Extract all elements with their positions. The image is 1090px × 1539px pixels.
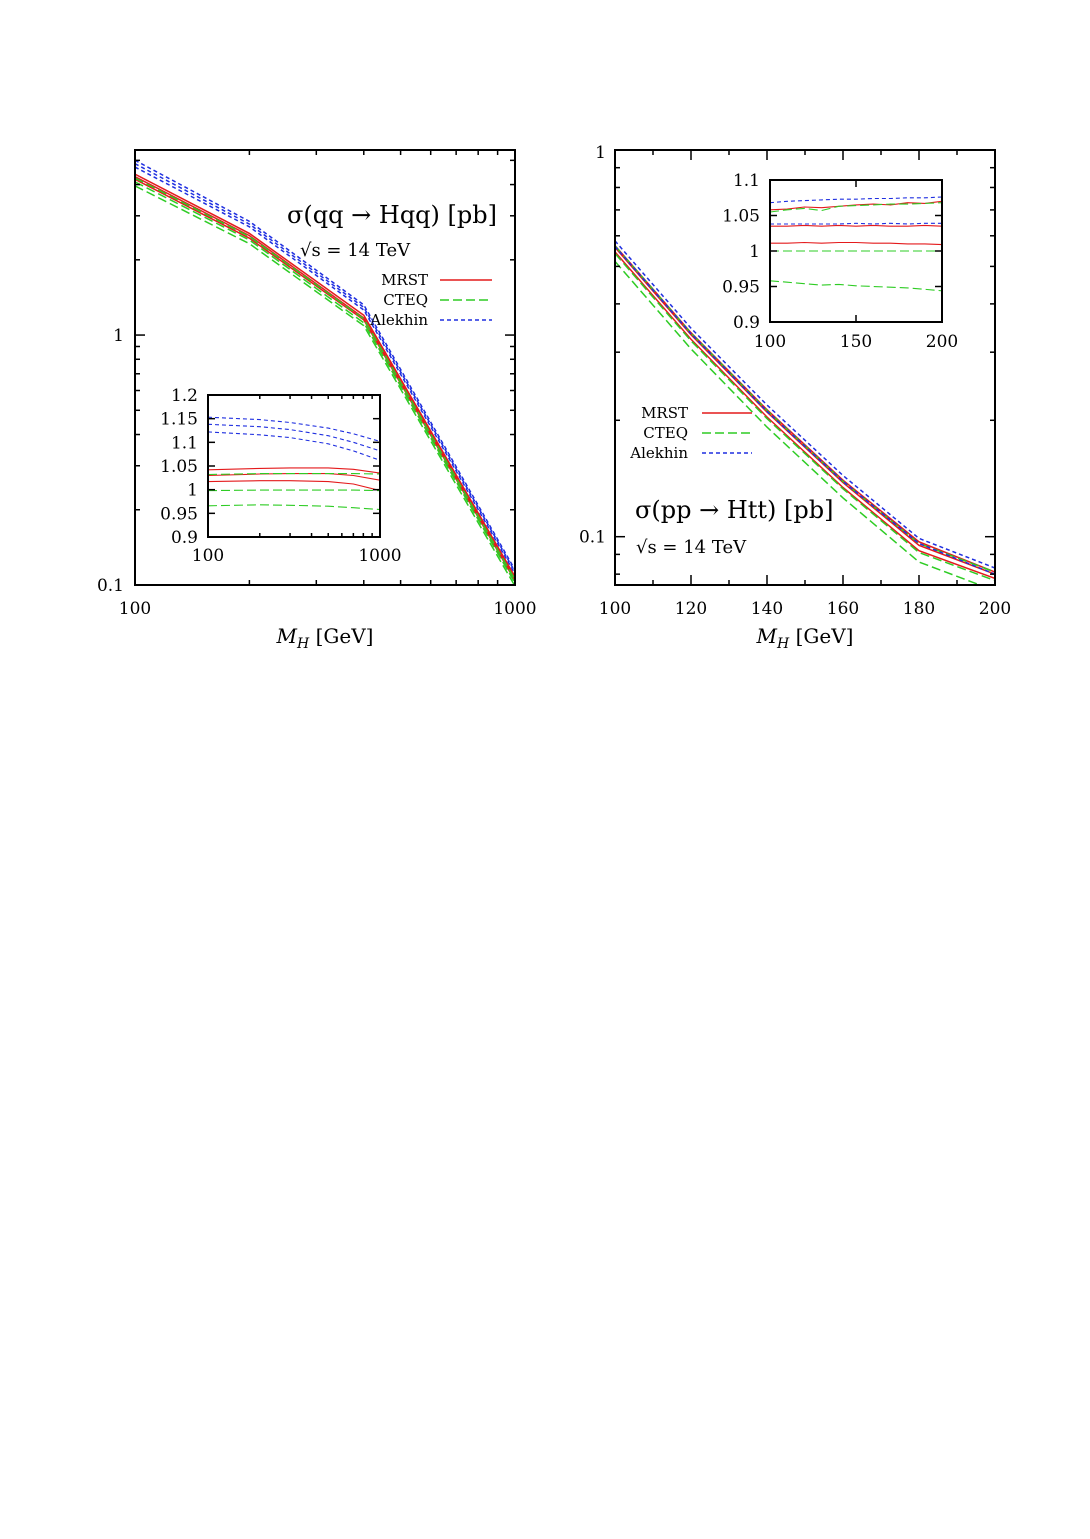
right-xtick-label-160: 160 <box>827 599 859 619</box>
left-inset-ytick-label: 0.95 <box>160 504 198 524</box>
left-inset-xtick-label-1000: 1000 <box>358 546 401 566</box>
right-inset-series-alekhin-0 <box>770 196 942 204</box>
right-inset-series-cteq-2 <box>770 202 942 213</box>
left-inset-ytick-label: 1 <box>187 481 198 501</box>
left-inset-series-cteq-8 <box>208 504 380 511</box>
right-inset-series <box>770 196 942 292</box>
left-inset-series-alekhin-1 <box>208 423 380 452</box>
legend-label-cteq: CTEQ <box>383 291 428 309</box>
right-inset-ytick-label: 1.1 <box>733 171 760 191</box>
left-main-series-alekhin-8 <box>135 166 515 575</box>
right-main-series-alekhin-6 <box>615 240 995 569</box>
left-inset-series-mrst-5 <box>208 480 380 492</box>
right-inset-ytick-label: 1 <box>749 242 760 262</box>
left-main-series-alekhin-6 <box>135 159 515 571</box>
left-inset-ytick-label: 1.2 <box>171 386 198 406</box>
right-xtick-label-120: 120 <box>675 599 707 619</box>
legend-label-alekhin: Alekhin <box>629 444 688 462</box>
left-inset-series <box>208 416 380 511</box>
right-inset-series-cteq-7 <box>770 280 942 292</box>
left-main-frame <box>134 149 516 586</box>
right-inset-ytick-label: 1.05 <box>722 207 760 227</box>
right-inset-xtick-label-100: 100 <box>754 332 786 352</box>
left-main-series-cteq-4 <box>135 181 515 584</box>
left-inset-series-alekhin-0 <box>208 416 380 442</box>
left-inset-bg <box>208 395 380 537</box>
right-ytick-label-0.1: 0.1 <box>579 528 606 548</box>
right-inset-series-alekhin-3 <box>770 222 942 225</box>
right-xlabel: MH [GeV] <box>756 624 854 652</box>
left-main-series-cteq-5 <box>135 185 515 585</box>
left-main-series <box>135 159 515 585</box>
right-inset-series-mrst-4 <box>770 224 942 227</box>
legend-label-cteq: CTEQ <box>643 424 688 442</box>
left-inset-series-alekhin-2 <box>208 431 380 461</box>
right-main-frame <box>614 149 996 586</box>
legend-label-alekhin: Alekhin <box>369 311 428 329</box>
left-inset-ytick-label: 1.15 <box>160 410 198 430</box>
right-main-series-cteq-4 <box>615 253 995 582</box>
right-xtick-label-140: 140 <box>751 599 783 619</box>
left-inset-xtick-label-100: 100 <box>192 546 224 566</box>
right-annotation: σ(pp → Htt) [pb] <box>635 496 834 524</box>
legend-label-mrst: MRST <box>381 271 428 289</box>
left-inset-series-cteq-7 <box>208 489 380 492</box>
left-ytick-label-1: 1 <box>113 326 124 346</box>
left-main-series-cteq-3 <box>135 177 515 581</box>
left-inset-ytick-label: 1.1 <box>171 433 198 453</box>
left-main-series-alekhin-7 <box>135 163 515 573</box>
right-main-series <box>615 240 995 585</box>
right-inset-series-mrst-5 <box>770 241 942 246</box>
left-inset-series-mrst-3 <box>208 467 380 474</box>
right-xtick-label-100: 100 <box>599 599 631 619</box>
left-energy-label: √s = 14 TeV <box>300 240 411 261</box>
right-inset-xtick-label-150: 150 <box>840 332 872 352</box>
left-xtick-label-1000: 1000 <box>493 599 536 619</box>
legend-label-mrst: MRST <box>641 404 688 422</box>
left-inset-series-cteq-6 <box>208 473 380 476</box>
left-main-series-mrst-0 <box>135 173 515 577</box>
right-inset-xtick-label-200: 200 <box>926 332 958 352</box>
right-inset-ytick-label: 0.9 <box>733 313 760 333</box>
right-main-series-alekhin-7 <box>615 246 995 575</box>
right-inset-series-mrst-1 <box>770 200 942 211</box>
right-xtick-label-180: 180 <box>903 599 935 619</box>
right-ytick-label-1: 1 <box>595 143 606 163</box>
right-energy-label: √s = 14 TeV <box>636 537 747 558</box>
left-inset-frame <box>207 394 381 538</box>
right-inset-frame <box>769 179 943 323</box>
left-xlabel: MH [GeV] <box>276 624 374 652</box>
panel-pp-htt: 100 120 140 160 180 200 0.1 1 MH [GeV] σ(pp → Htt… <box>579 143 1011 652</box>
left-inset-ytick-label: 1.05 <box>160 457 198 477</box>
left-annotation: σ(qq → Hqq) [pb] <box>287 201 497 229</box>
left-xtick-label-100: 100 <box>119 599 151 619</box>
left-inset-ytick-label: 0.9 <box>171 528 198 548</box>
right-xtick-label-200: 200 <box>979 599 1011 619</box>
right-main-series-cteq-5 <box>615 260 983 585</box>
left-ytick-label-0.1: 0.1 <box>97 576 124 596</box>
panel-qq-hqq: 100 1000 0.1 1 MH [GeV] σ(qq → Hqq) [pb] √s = … <box>97 149 537 652</box>
right-inset-ytick-label: 0.95 <box>722 278 760 298</box>
right-main-series-mrst-2 <box>615 251 995 580</box>
